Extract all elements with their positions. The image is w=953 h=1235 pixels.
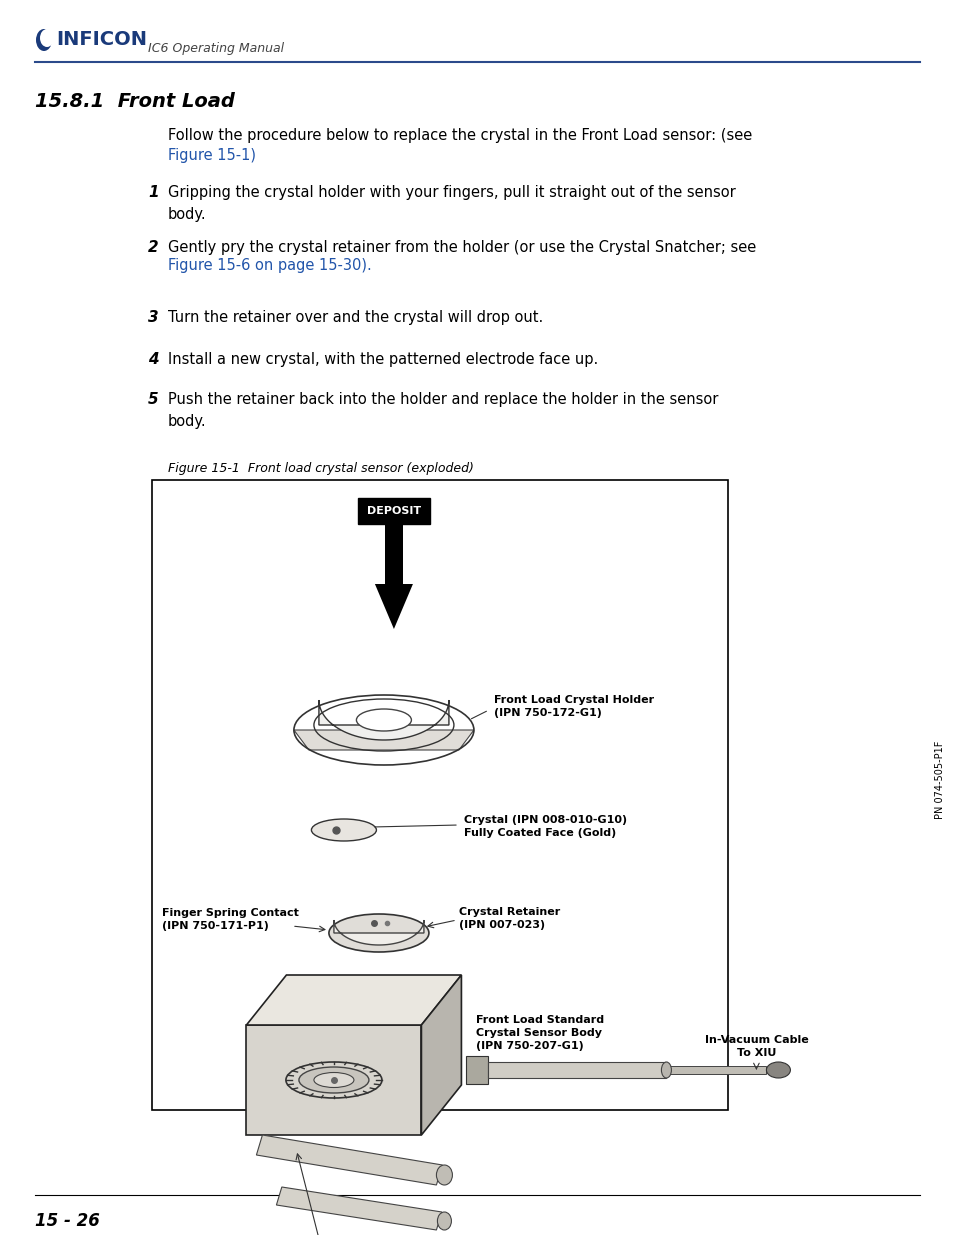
Text: 1: 1 bbox=[148, 185, 158, 200]
Bar bbox=[384, 524, 402, 584]
Text: Gripping the crystal holder with your fingers, pull it straight out of the senso: Gripping the crystal holder with your fi… bbox=[168, 185, 735, 221]
Text: 15.8.1  Front Load: 15.8.1 Front Load bbox=[35, 91, 234, 111]
Ellipse shape bbox=[437, 1212, 451, 1230]
Text: Install a new crystal, with the patterned electrode face up.: Install a new crystal, with the patterne… bbox=[168, 352, 598, 367]
Text: Front Load Standard
Crystal Sensor Body
(IPN 750-207-G1): Front Load Standard Crystal Sensor Body … bbox=[476, 1015, 604, 1051]
Text: Front Load Crystal Holder
(IPN 750-172-G1): Front Load Crystal Holder (IPN 750-172-G… bbox=[494, 695, 654, 719]
Text: Crystal (IPN 008-010-G10)
Fully Coated Face (Gold): Crystal (IPN 008-010-G10) Fully Coated F… bbox=[463, 815, 626, 839]
Ellipse shape bbox=[436, 1165, 452, 1186]
Text: Finger Spring Contact
(IPN 750-171-P1): Finger Spring Contact (IPN 750-171-P1) bbox=[162, 908, 298, 931]
Text: IC6 Operating Manual: IC6 Operating Manual bbox=[148, 42, 284, 56]
Bar bbox=[663, 1066, 765, 1074]
Ellipse shape bbox=[660, 1062, 671, 1078]
Text: 15 - 26: 15 - 26 bbox=[35, 1212, 100, 1230]
Bar bbox=[488, 1062, 666, 1078]
Polygon shape bbox=[334, 920, 423, 945]
Ellipse shape bbox=[36, 28, 52, 51]
Text: Push the retainer back into the holder and replace the holder in the sensor
body: Push the retainer back into the holder a… bbox=[168, 391, 718, 429]
Text: Figure 15-1  Front load crystal sensor (exploded): Figure 15-1 Front load crystal sensor (e… bbox=[168, 462, 474, 475]
Text: 2: 2 bbox=[148, 240, 158, 254]
Polygon shape bbox=[246, 974, 461, 1025]
Text: 4: 4 bbox=[148, 352, 158, 367]
Text: Crystal Retainer
(IPN 007-023): Crystal Retainer (IPN 007-023) bbox=[458, 906, 559, 930]
Text: Gently pry the crystal retainer from the holder (or use the Crystal Snatcher; se: Gently pry the crystal retainer from the… bbox=[168, 240, 756, 254]
Ellipse shape bbox=[329, 914, 429, 952]
Text: PN 074-505-P1F: PN 074-505-P1F bbox=[934, 741, 944, 819]
Polygon shape bbox=[375, 584, 413, 629]
Polygon shape bbox=[276, 1187, 441, 1230]
Polygon shape bbox=[318, 700, 449, 740]
Text: Figure 15-1): Figure 15-1) bbox=[168, 148, 255, 163]
Text: DEPOSIT: DEPOSIT bbox=[367, 506, 420, 516]
Ellipse shape bbox=[311, 819, 376, 841]
Text: 5: 5 bbox=[148, 391, 158, 408]
Text: In-Vacuum Cable
To XIU: In-Vacuum Cable To XIU bbox=[704, 1035, 807, 1058]
Text: INFICON: INFICON bbox=[56, 30, 147, 49]
Polygon shape bbox=[256, 1135, 442, 1186]
Text: Turn the retainer over and the crystal will drop out.: Turn the retainer over and the crystal w… bbox=[168, 310, 542, 325]
Bar bbox=[152, 480, 727, 1110]
Ellipse shape bbox=[314, 1072, 354, 1088]
Bar bbox=[357, 498, 430, 524]
Ellipse shape bbox=[40, 28, 54, 47]
Polygon shape bbox=[246, 1025, 421, 1135]
Polygon shape bbox=[421, 974, 461, 1135]
Ellipse shape bbox=[356, 709, 411, 731]
Ellipse shape bbox=[298, 1067, 369, 1093]
Ellipse shape bbox=[765, 1062, 790, 1078]
Bar bbox=[466, 1056, 488, 1084]
Text: Figure 15-6 on page 15-30).: Figure 15-6 on page 15-30). bbox=[168, 258, 372, 273]
Polygon shape bbox=[294, 730, 474, 750]
Text: 3: 3 bbox=[148, 310, 158, 325]
Text: Follow the procedure below to replace the crystal in the Front Load sensor: (see: Follow the procedure below to replace th… bbox=[168, 128, 752, 143]
